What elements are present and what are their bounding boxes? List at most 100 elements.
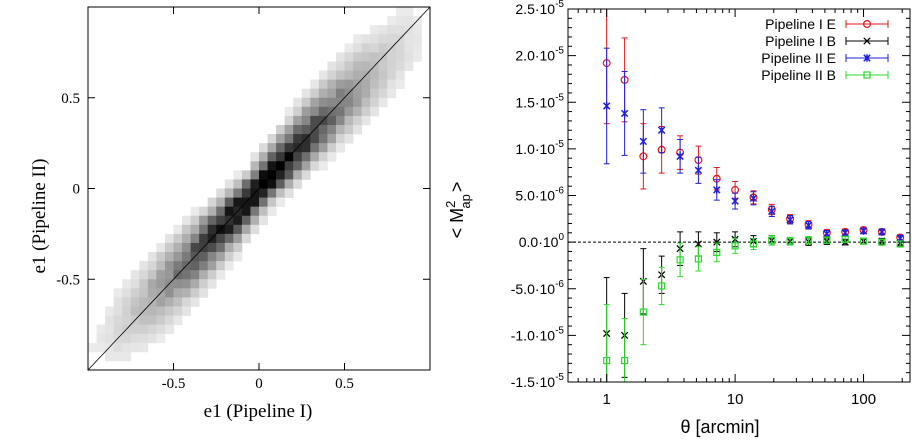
heatmap-cell: [190, 297, 200, 307]
heatmap-cell: [395, 70, 405, 80]
data-point: [841, 229, 849, 237]
heatmap-cell: [147, 324, 157, 335]
heatmap-cell: [276, 124, 286, 135]
heatmap-cell: [370, 88, 380, 99]
data-point: [639, 137, 648, 146]
heatmap-cell: [173, 252, 183, 262]
heatmap-cell: [156, 297, 166, 307]
heatmap-cell: [156, 270, 166, 280]
heatmap-cell: [370, 52, 380, 62]
heatmap-cell: [250, 179, 260, 189]
heatmap-cell: [412, 52, 422, 62]
heatmap-cell: [412, 25, 422, 35]
right-x-tick-label: 1: [602, 391, 610, 408]
data-point: [859, 227, 868, 235]
heatmap-cell: [412, 34, 422, 44]
heatmap-cell: [241, 233, 251, 244]
heatmap-cell: [164, 261, 174, 271]
heatmap-cell: [139, 279, 149, 289]
heatmap-cell: [130, 270, 140, 280]
heatmap-cell: [233, 224, 243, 235]
heatmap-cell: [139, 315, 149, 326]
heatmap-cell: [233, 197, 243, 208]
right-y-tick-mantissa: 2.0·10: [515, 48, 555, 64]
right-y-tick-exponent: -5: [555, 325, 564, 336]
left-x-ticks: -0.5 0 0.5: [162, 7, 354, 392]
heatmap-cell: [412, 43, 422, 53]
heatmap-cell: [216, 261, 226, 271]
heatmap-cell: [241, 170, 251, 180]
heatmap-cell: [318, 70, 328, 80]
heatmap-cell: [284, 143, 294, 153]
heatmap-cell: [310, 161, 320, 171]
heatmap-cell: [395, 25, 405, 35]
heatmap-cell: [370, 43, 380, 53]
heatmap-cell: [267, 206, 277, 217]
heatmap-cell: [318, 152, 328, 162]
heatmap-cell: [207, 261, 217, 271]
series-layer: [602, 9, 905, 382]
right-y-tick-label: -5.0·10-6: [511, 279, 565, 297]
heatmap-cell: [293, 161, 303, 171]
heatmap-cell: [241, 224, 251, 235]
legend-label: Pipeline II E: [761, 50, 836, 66]
heatmap-cell: [182, 233, 191, 244]
heatmap-cell: [259, 188, 268, 198]
heatmap-cell: [190, 215, 200, 226]
heatmap-cell: [207, 242, 217, 253]
legend-marker: [863, 54, 871, 62]
heatmap-cell: [250, 161, 260, 171]
data-point: [694, 255, 703, 263]
heatmap-cell: [387, 70, 397, 80]
data-point: [603, 356, 611, 365]
data-point: [786, 237, 794, 245]
heatmap-cell: [284, 106, 294, 117]
heatmap-cell: [353, 43, 362, 53]
heatmap-cell: [318, 124, 328, 135]
right-y-tick-label: -1.0·10-5: [511, 325, 565, 343]
heatmap-cell: [327, 97, 337, 108]
heatmap-cell: [276, 143, 286, 153]
heatmap-cell: [378, 79, 388, 90]
heatmap-cell: [404, 7, 414, 17]
heatmap-cell: [387, 16, 397, 26]
heatmap-cell: [387, 61, 397, 71]
heatmap-cell: [370, 34, 380, 44]
heatmap-cell: [327, 70, 337, 80]
heatmap-cell: [301, 124, 311, 135]
heatmap-cell: [344, 134, 354, 144]
right-x-tick-label: 10: [727, 391, 744, 408]
heatmap-cell: [276, 134, 286, 144]
heatmap-cell: [353, 115, 362, 126]
left-y-tick-label: 0.5: [61, 91, 80, 107]
heatmap-cell: [370, 25, 380, 35]
right-y-tick-exponent: -6: [555, 186, 564, 197]
heatmap-cell: [318, 134, 328, 144]
heatmap-cell: [216, 188, 226, 198]
right-y-label-sup: 2: [443, 201, 458, 208]
heatmap-cell: [310, 106, 320, 117]
heatmap-cell: [250, 215, 260, 226]
heatmap-cell: [224, 197, 234, 208]
heatmap-cell: [361, 43, 371, 53]
heatmap-cell: [182, 242, 191, 253]
heatmap-cell: [190, 279, 200, 289]
heatmap-cell: [310, 97, 320, 108]
heatmap-cell: [130, 342, 140, 353]
heatmap-cell: [370, 97, 380, 108]
heatmap-cell: [259, 215, 268, 226]
heatmap-cell: [122, 315, 132, 326]
heatmap-cell: [284, 115, 294, 126]
heatmap-cell: [361, 34, 371, 44]
heatmap-cell: [122, 297, 132, 307]
heatmap-cell: [361, 79, 371, 90]
right-y-axis-label: < M2ap>: [443, 182, 473, 239]
right-y-tick-exponent: -5: [555, 46, 564, 57]
heatmap-cell: [105, 324, 115, 335]
data-point: [896, 240, 904, 248]
heatmap-cell: [216, 233, 226, 244]
heatmap-cell: [353, 34, 362, 44]
heatmap-cell: [173, 233, 183, 244]
heatmap-cell: [207, 197, 217, 208]
heatmap-cell: [164, 252, 174, 262]
